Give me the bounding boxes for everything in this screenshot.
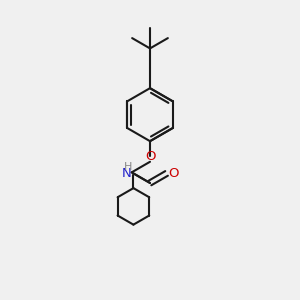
Text: N: N: [122, 167, 132, 180]
Text: O: O: [145, 150, 155, 163]
Text: H: H: [124, 162, 132, 172]
Text: O: O: [168, 167, 178, 180]
